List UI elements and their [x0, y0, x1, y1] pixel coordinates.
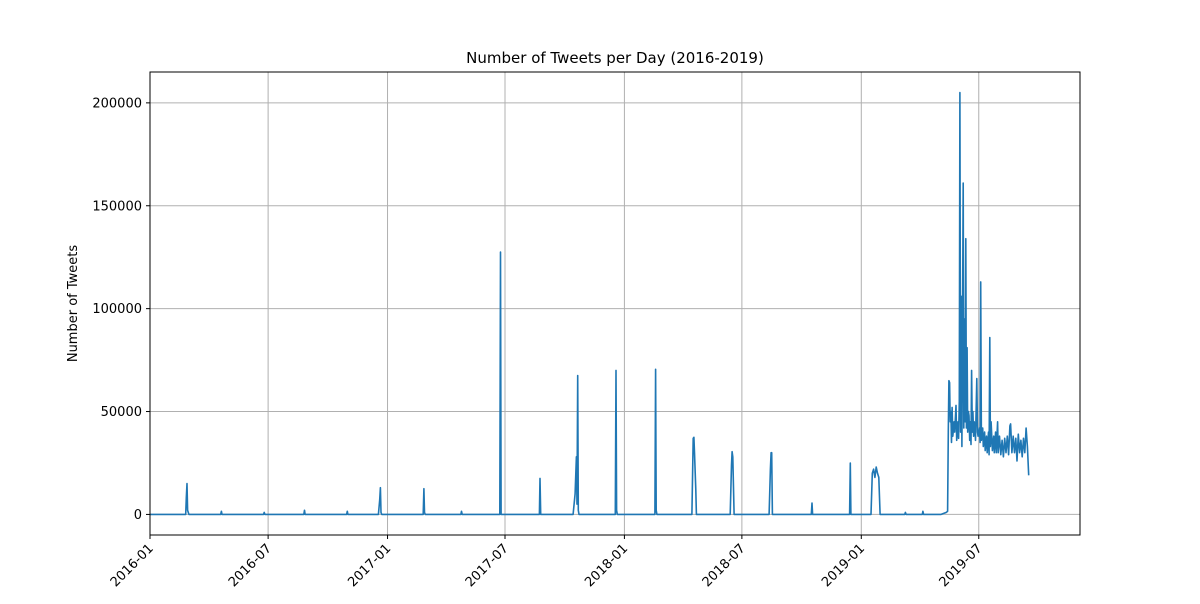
- series-line-0: [150, 91, 1030, 516]
- y-tick-label: 200000: [92, 96, 142, 111]
- series-layer: [150, 91, 1030, 516]
- y-tick-label: 150000: [92, 199, 142, 214]
- y-tick-label: 0: [134, 508, 142, 523]
- y-tick-label: 50000: [101, 405, 142, 420]
- plot-area-frame: [149, 71, 1081, 536]
- y-tick-label: 100000: [92, 302, 142, 317]
- chart-title: Number of Tweets per Day (2016-2019): [466, 49, 764, 67]
- y-axis-label: Number of Tweets: [66, 245, 81, 363]
